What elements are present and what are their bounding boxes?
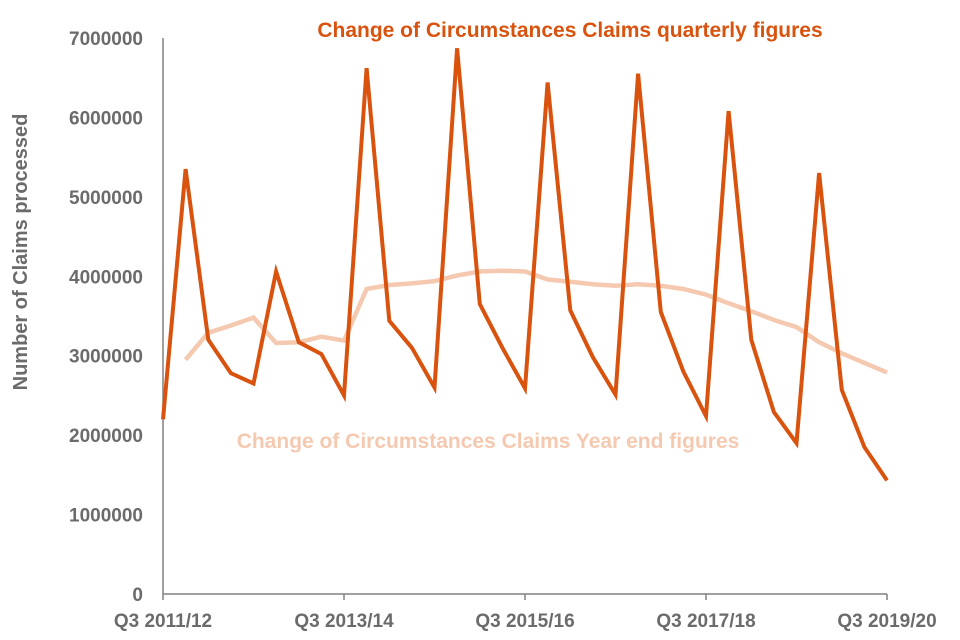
x-tick-label: Q3 2015/16 — [475, 611, 574, 632]
year-end-series-line — [183, 268, 888, 375]
y-axis-title: Number of Claims processed — [10, 114, 32, 391]
y-tick-label: 0 — [132, 585, 143, 606]
y-tick-label: 7000000 — [69, 29, 143, 50]
y-tick-labels: 0 1000000 2000000 3000000 4000000 5000000 6000… — [69, 29, 143, 606]
y-tick-label: 3000000 — [69, 347, 143, 368]
x-tick-label: Q3 2011/12 — [114, 611, 212, 632]
quarterly-series-line — [161, 48, 889, 482]
x-tick-labels: Q3 2011/12 Q3 2013/14 Q3 2015/16 Q3 2017/18… — [114, 594, 937, 632]
x-tick-label: Q3 2019/20 — [837, 611, 936, 632]
axes — [162, 38, 887, 595]
series-label-year-end: Change of Circumstances Claims Year end … — [237, 430, 740, 453]
y-tick-label: 6000000 — [69, 108, 143, 129]
x-tick-label: Q3 2013/14 — [294, 611, 394, 632]
x-tick-label: Q3 2017/18 — [656, 611, 755, 632]
y-tick-label: 4000000 — [69, 267, 143, 288]
y-tick-label: 1000000 — [69, 506, 143, 527]
y-tick-label: 2000000 — [69, 426, 143, 447]
series-label-quarterly: Change of Circumstances Claims quarterly… — [317, 19, 822, 42]
series-lines — [161, 48, 889, 482]
y-tick-label: 5000000 — [69, 188, 143, 209]
